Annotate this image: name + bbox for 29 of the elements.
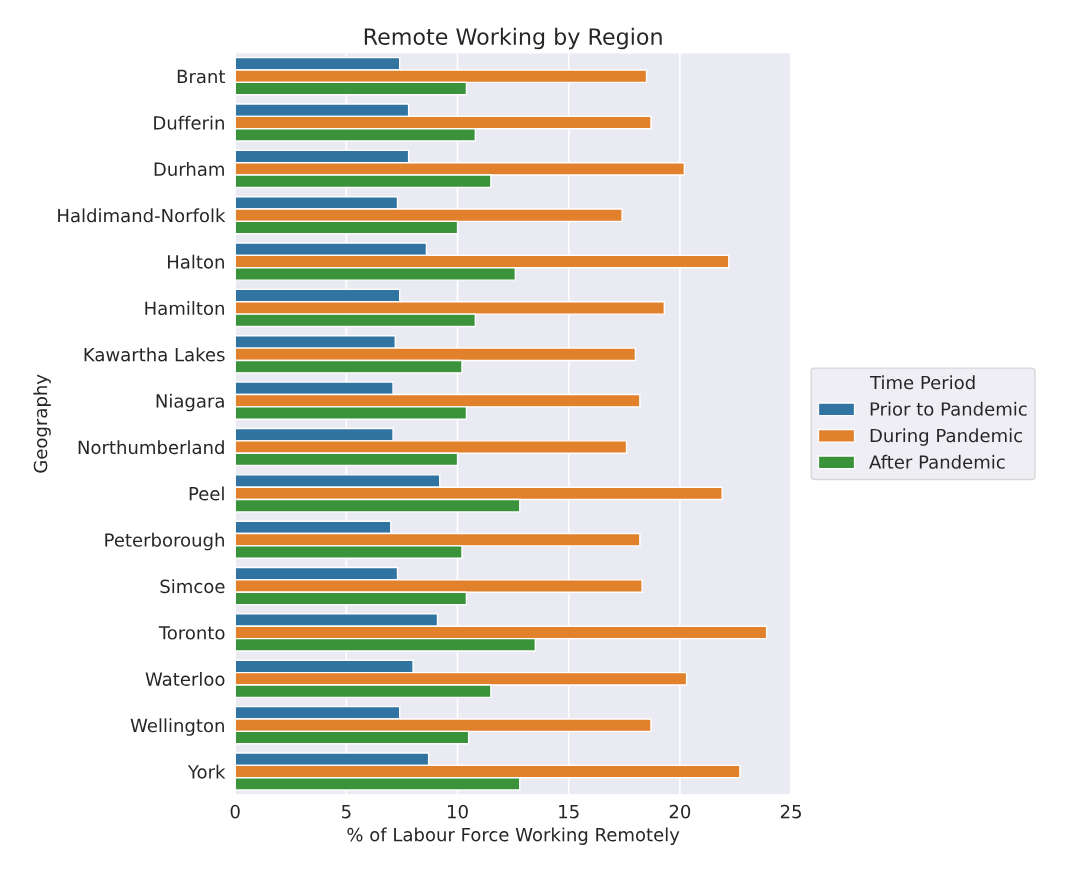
y-tick-label: Durham — [154, 162, 224, 176]
y-tick-label: Northumberland — [78, 440, 224, 455]
y-tick-label: Haldimand-Norfolk — [58, 208, 226, 223]
x-tick-label: 20 — [669, 804, 691, 819]
x-tick-label: 15 — [559, 804, 579, 819]
x-tick-label: 25 — [780, 804, 801, 819]
y-tick-label: Wellington — [130, 718, 224, 736]
x-tick-label: 0 — [230, 804, 240, 819]
y-tick-label: Waterloo — [145, 671, 225, 686]
y-tick-label: Hamilton — [145, 301, 224, 316]
y-axis-title: Geography — [33, 374, 51, 473]
chart-title: Remote Working by Region — [364, 27, 662, 50]
legend-label: Prior to Pandemic — [870, 401, 1027, 416]
x-axis-title: % of Labour Force Working Remotely — [347, 827, 680, 845]
y-tick-label: Halton — [168, 254, 224, 269]
y-tick-label: Kawartha Lakes — [84, 347, 225, 362]
y-tick-label: Peel — [189, 486, 224, 501]
y-tick-label: Dufferin — [154, 115, 224, 130]
legend-label: During Pandemic — [870, 428, 1022, 446]
y-tick-label: York — [187, 764, 226, 779]
y-tick-label: Toronto — [158, 626, 225, 640]
y-tick-label: Brant — [177, 69, 226, 84]
legend-title: Time Period — [869, 375, 975, 390]
y-tick-label: Simcoe — [160, 579, 225, 594]
x-tick-label: 5 — [342, 804, 351, 819]
y-tick-label: Peterborough — [105, 532, 224, 551]
x-tick-label: 10 — [448, 804, 468, 819]
y-tick-label: Niagara — [156, 393, 224, 412]
legend-label: After Pandemic — [869, 454, 1005, 469]
